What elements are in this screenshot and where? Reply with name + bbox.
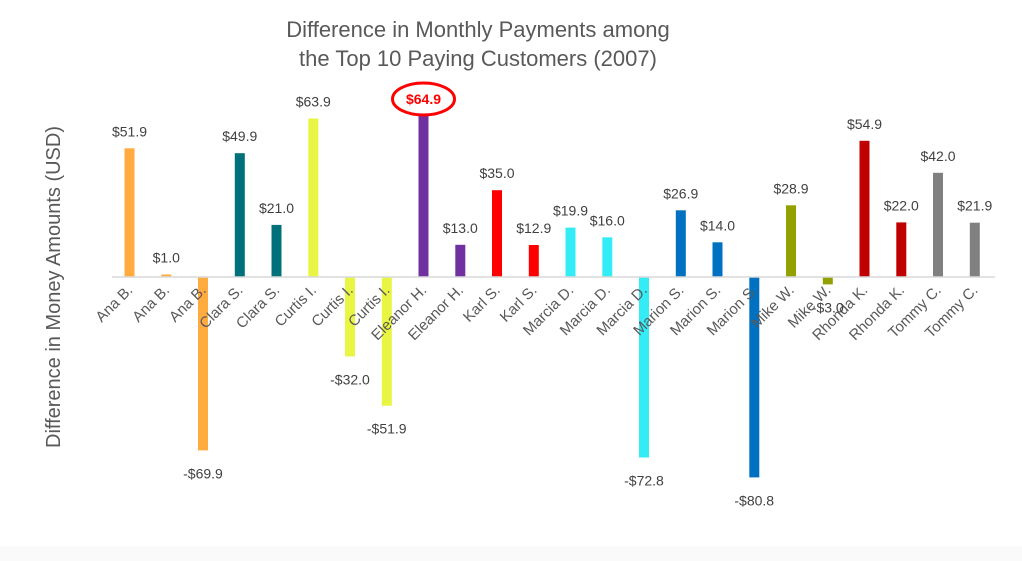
- data-label-23: $42.0: [920, 148, 955, 164]
- bar-9: [418, 116, 429, 277]
- bars-group: [124, 116, 980, 478]
- data-label-11: $35.0: [479, 165, 514, 181]
- data-label-3: -$69.9: [183, 465, 223, 481]
- bar-11: [492, 190, 502, 277]
- data-label-14: $16.0: [590, 212, 625, 228]
- data-label-5: $21.0: [259, 200, 294, 216]
- data-label-21: $54.9: [847, 116, 882, 132]
- data-label-19: $28.9: [773, 180, 808, 196]
- data-label-13: $19.9: [553, 203, 588, 219]
- data-label-20: -$3.0: [812, 299, 844, 315]
- bar-20: [822, 277, 833, 285]
- bar-15: [639, 277, 649, 458]
- category-label-1: Ana B.: [92, 282, 136, 326]
- bar-23: [933, 172, 943, 277]
- highlight-ring: [391, 81, 456, 117]
- bar-2: [161, 274, 172, 277]
- bar-12: [528, 245, 539, 277]
- bar-8: [381, 277, 392, 406]
- bar-14: [602, 237, 613, 277]
- data-label-10: $13.0: [443, 220, 478, 236]
- data-label-17: $14.0: [700, 217, 735, 233]
- bar-1: [124, 148, 135, 277]
- bar-24: [969, 222, 980, 277]
- bar-16: [675, 210, 686, 277]
- category-labels-group: Ana B.Ana B.Ana B.Clara S.Clara S.Curtis…: [92, 282, 981, 344]
- chart-title-line-1: Difference in Monthly Payments among: [286, 17, 670, 42]
- data-label-15: -$72.8: [624, 473, 664, 489]
- data-labels-group: $51.9 $1.0 -$69.9 $49.9 $21.0 $63.9 -$32.0 -$51…: [112, 81, 992, 508]
- bar-21: [859, 140, 870, 277]
- data-label-18: -$80.8: [734, 492, 774, 508]
- bar-6: [308, 118, 319, 277]
- bar-19: [786, 205, 796, 277]
- y-axis-label: Difference in Money Amounts (USD): [43, 126, 65, 448]
- data-label-2: $1.0: [153, 250, 180, 266]
- data-label-24: $21.9: [957, 198, 992, 214]
- bar-18: [749, 277, 760, 478]
- data-label-1: $51.9: [112, 123, 147, 139]
- data-label-6: $63.9: [296, 94, 331, 110]
- bar-13: [565, 227, 576, 277]
- data-label-16: $26.9: [663, 185, 698, 201]
- bar-5: [271, 224, 282, 277]
- bar-10: [455, 244, 466, 277]
- footer-strip: [0, 546, 1022, 561]
- category-label-11: Karl S.: [460, 282, 504, 326]
- data-label-22: $22.0: [884, 197, 919, 213]
- data-label-12: $12.9: [516, 220, 551, 236]
- data-label-4: $49.9: [222, 128, 257, 144]
- data-label-9: $64.9: [406, 91, 441, 107]
- bar-17: [712, 242, 723, 277]
- category-label-2: Ana B.: [129, 282, 173, 326]
- bar-4: [234, 153, 245, 277]
- data-label-8: -$51.9: [367, 421, 407, 437]
- bar-7: [345, 277, 355, 357]
- bar-22: [896, 222, 907, 277]
- bar-3: [198, 277, 208, 451]
- chart-title-line-2: the Top 10 Paying Customers (2007): [299, 46, 657, 71]
- data-label-7: -$32.0: [330, 371, 370, 387]
